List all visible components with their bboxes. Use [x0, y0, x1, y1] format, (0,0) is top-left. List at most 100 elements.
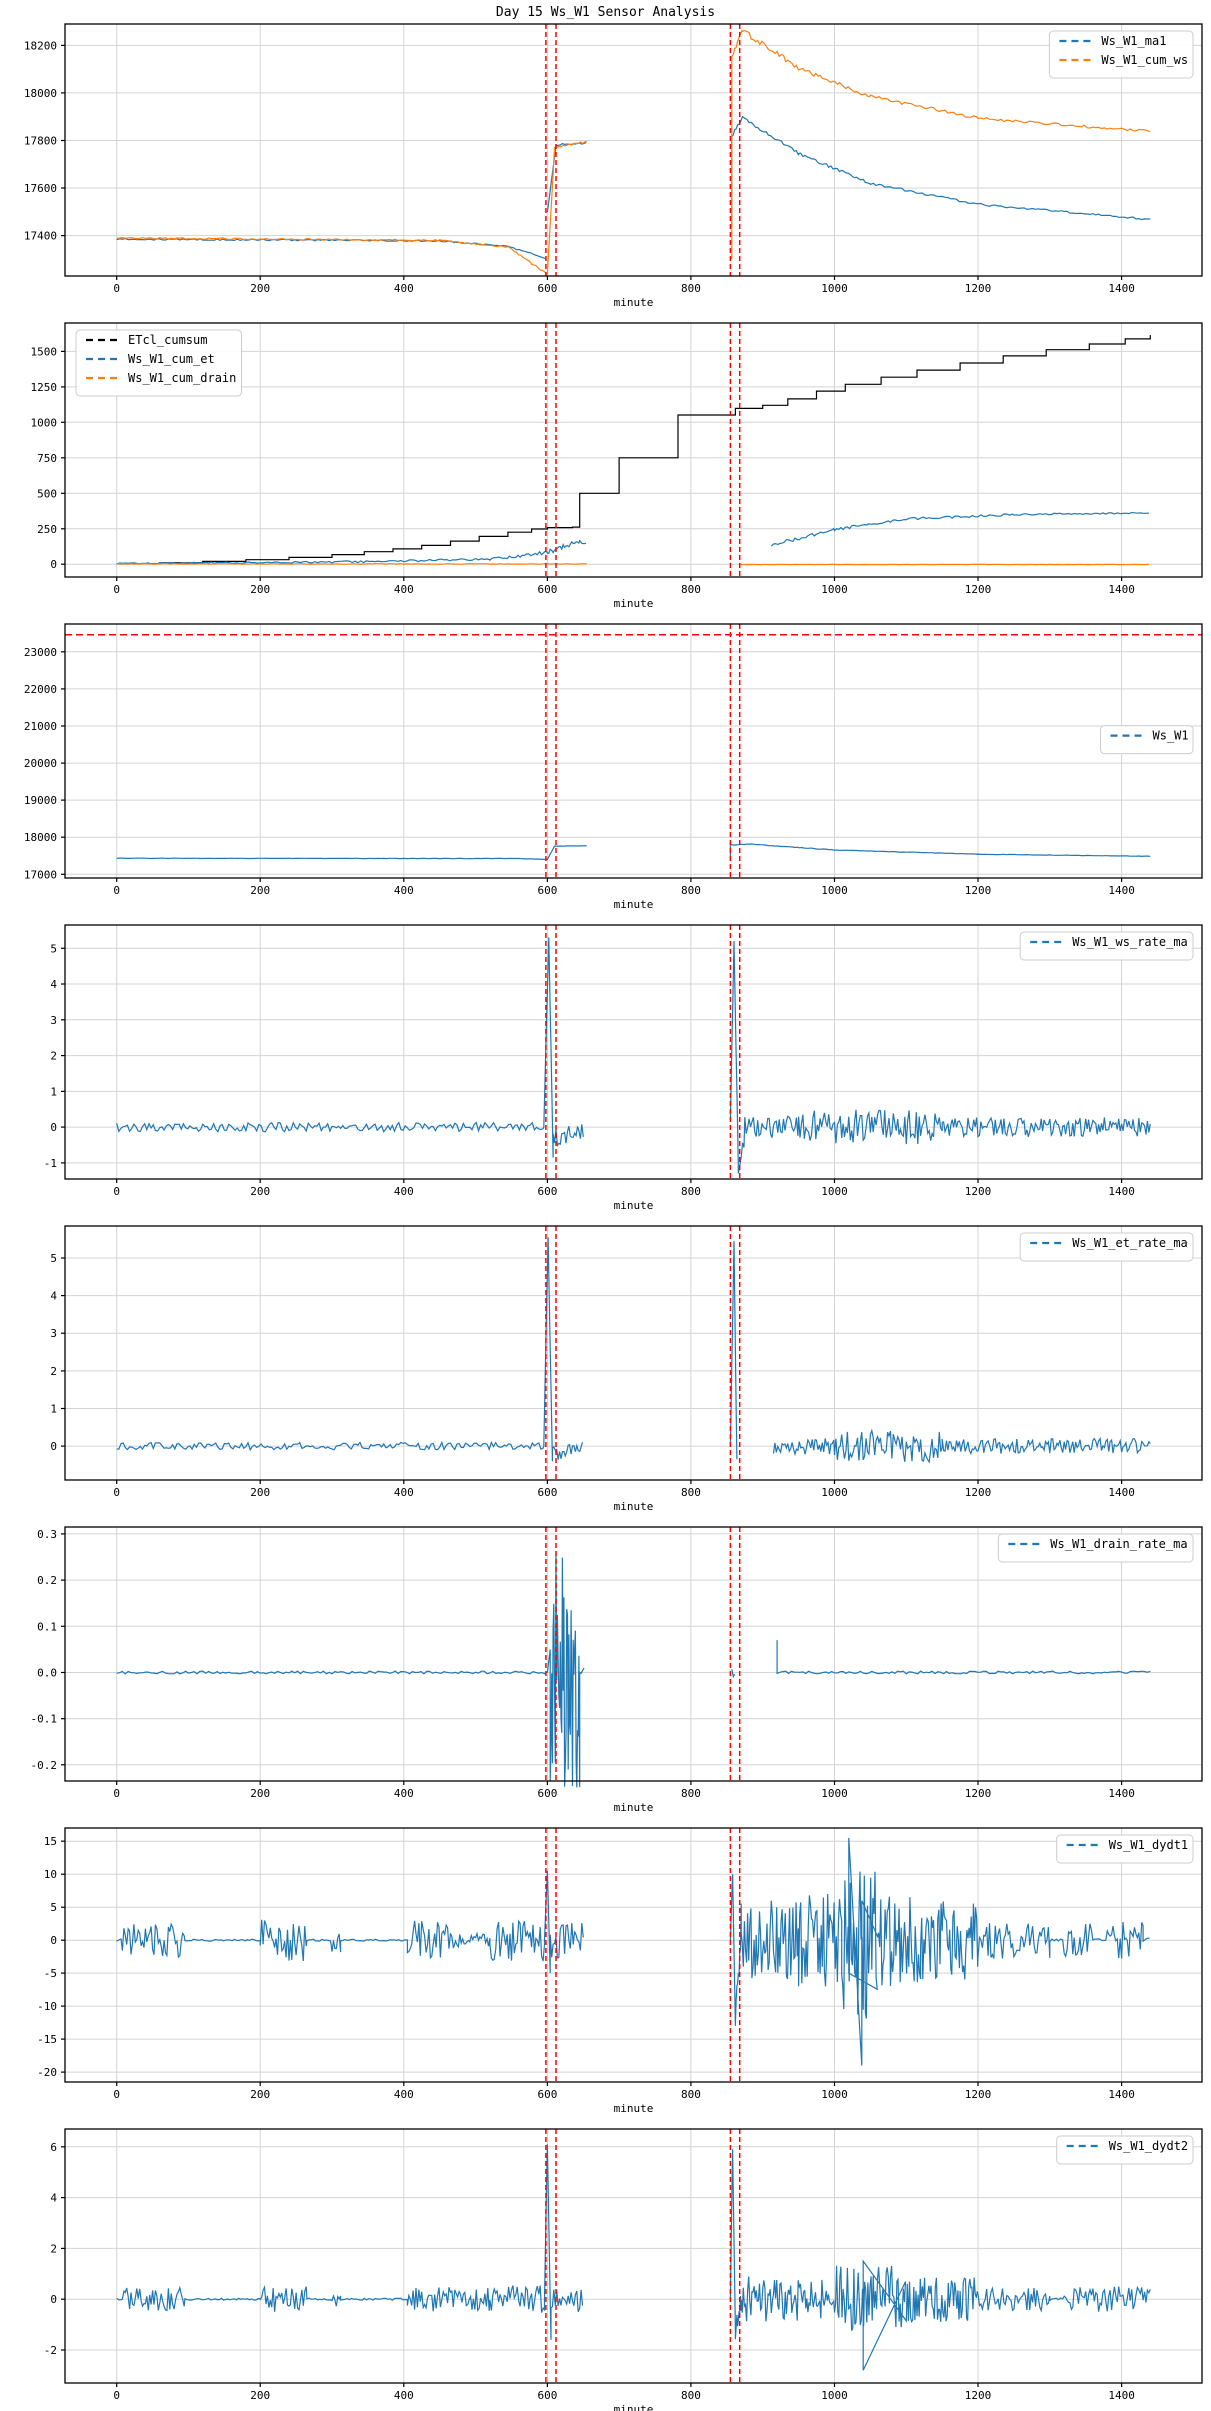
svg-text:17800: 17800: [24, 135, 57, 148]
x-axis: 0 200 400 600 800 1000 1200 1400 minute: [113, 878, 1135, 911]
legend-label: Ws_W1_dydt2: [1109, 2139, 1188, 2153]
x-axis: 0 200 400 600 800 1000 1200 1400 minute: [113, 2383, 1135, 2411]
svg-text:0: 0: [113, 1787, 120, 1800]
svg-text:200: 200: [250, 1486, 270, 1499]
svg-text:18200: 18200: [24, 39, 57, 52]
svg-text:19000: 19000: [24, 794, 57, 807]
gridlines: [65, 1226, 1202, 1480]
svg-text:1200: 1200: [965, 1787, 992, 1800]
x-axis: 0 200 400 600 800 1000 1200 1400 minute: [113, 1179, 1135, 1212]
svg-text:3: 3: [50, 1014, 57, 1027]
svg-text:600: 600: [537, 2389, 557, 2402]
svg-text:-0.1: -0.1: [31, 1713, 58, 1726]
svg-text:1400: 1400: [1108, 1185, 1135, 1198]
svg-text:800: 800: [681, 2389, 701, 2402]
svg-text:18000: 18000: [24, 87, 57, 100]
y-axis: -20 -15 -10 -5 0 5 10 15: [37, 1835, 65, 2079]
svg-text:800: 800: [681, 884, 701, 897]
svg-text:0: 0: [50, 1121, 57, 1134]
svg-text:800: 800: [681, 1787, 701, 1800]
svg-text:0: 0: [113, 583, 120, 596]
event-lines: [545, 925, 741, 1179]
y-axis: 17000 18000 19000 20000 21000 22000 23000: [24, 646, 65, 881]
svg-text:1: 1: [50, 1085, 57, 1098]
subplot-drain-rate-ma: 0 200 400 600 800 1000 1200 1400 minute -0.2 -0.1 0…: [0, 1505, 1211, 1814]
svg-text:1000: 1000: [821, 884, 848, 897]
svg-text:minute: minute: [614, 898, 654, 911]
svg-text:23000: 23000: [24, 646, 57, 659]
event-lines: [545, 323, 741, 577]
axes-frame: [64, 1526, 1203, 1782]
series-Ws_W1_cum_drain: [116, 563, 1149, 566]
svg-text:2: 2: [50, 1050, 57, 1063]
svg-text:800: 800: [681, 1486, 701, 1499]
axes-frame: [64, 1225, 1203, 1481]
svg-text:800: 800: [681, 282, 701, 295]
svg-text:0.0: 0.0: [37, 1667, 57, 1680]
series-Ws_W1_ws_rate_ma: [116, 937, 1151, 1174]
svg-text:600: 600: [537, 1787, 557, 1800]
svg-text:1400: 1400: [1108, 2088, 1135, 2101]
x-axis: 0 200 400 600 800 1000 1200 1400 minute: [113, 1480, 1135, 1513]
svg-text:800: 800: [681, 2088, 701, 2101]
svg-text:minute: minute: [614, 1500, 654, 1513]
svg-text:200: 200: [250, 282, 270, 295]
legend-label: Ws_W1_cum_et: [128, 352, 215, 366]
svg-text:1400: 1400: [1108, 2389, 1135, 2402]
svg-text:22000: 22000: [24, 683, 57, 696]
svg-text:0: 0: [113, 2088, 120, 2101]
svg-text:5: 5: [50, 1252, 57, 1265]
subplot-dydt2: 0 200 400 600 800 1000 1200 1400 minute -2 0 2 4 6 Ws_…: [0, 2107, 1211, 2411]
svg-text:minute: minute: [614, 1199, 654, 1212]
svg-text:-0.2: -0.2: [31, 1759, 58, 1772]
svg-text:250: 250: [37, 523, 57, 536]
svg-text:3: 3: [50, 1327, 57, 1340]
svg-text:-15: -15: [37, 2033, 57, 2046]
svg-text:1400: 1400: [1108, 884, 1135, 897]
x-axis: 0 200 400 600 800 1000 1200 1400 minute: [113, 577, 1135, 610]
svg-text:200: 200: [250, 1185, 270, 1198]
gridlines: [65, 925, 1202, 1179]
svg-text:600: 600: [537, 2088, 557, 2101]
svg-text:1000: 1000: [821, 583, 848, 596]
svg-text:4: 4: [50, 2192, 57, 2205]
svg-text:17000: 17000: [24, 868, 57, 881]
gridlines: [65, 1828, 1202, 2082]
svg-text:10: 10: [44, 1868, 57, 1881]
y-axis: -2 0 2 4 6: [44, 2141, 65, 2357]
legend: Ws_W1_et_rate_ma: [1019, 1232, 1194, 1262]
drain-rate-panel: 0 200 400 600 800 1000 1200 1400 minute -0.2 -0.1 0…: [31, 1526, 1203, 1814]
svg-text:400: 400: [394, 1185, 414, 1198]
legend-label: ETcl_cumsum: [128, 333, 207, 347]
y-axis: 0 250 500 750 1000 1250 1500: [31, 345, 65, 571]
gridlines: [65, 624, 1202, 878]
series-Ws_W1_dydt1: [116, 1837, 1150, 2066]
svg-text:1400: 1400: [1108, 282, 1135, 295]
svg-text:1000: 1000: [821, 2389, 848, 2402]
svg-text:1200: 1200: [965, 1185, 992, 1198]
svg-text:1200: 1200: [965, 583, 992, 596]
svg-text:500: 500: [37, 487, 57, 500]
legend-label: Ws_W1_cum_drain: [128, 371, 236, 385]
svg-text:0: 0: [113, 884, 120, 897]
svg-text:17400: 17400: [24, 230, 57, 243]
x-axis: 0 200 400 600 800 1000 1200 1400 minute: [113, 2082, 1135, 2115]
svg-text:1500: 1500: [31, 345, 58, 358]
axes-frame: [64, 623, 1203, 879]
svg-text:5: 5: [50, 1901, 57, 1914]
svg-text:600: 600: [537, 1486, 557, 1499]
svg-text:400: 400: [394, 583, 414, 596]
axes-frame: [64, 322, 1203, 578]
svg-text:2: 2: [50, 2242, 57, 2255]
svg-text:4: 4: [50, 1290, 57, 1303]
svg-text:200: 200: [250, 884, 270, 897]
svg-text:1: 1: [50, 1403, 57, 1416]
legend: ETcl_cumsum Ws_W1_cum_et Ws_W1_cum_drain: [75, 329, 242, 397]
svg-text:200: 200: [250, 1787, 270, 1800]
axes-frame: [64, 1827, 1203, 2083]
legend-label: Ws_W1_ws_rate_ma: [1072, 935, 1188, 949]
event-lines: [545, 1226, 741, 1480]
svg-text:1000: 1000: [821, 1185, 848, 1198]
svg-text:6: 6: [50, 2141, 57, 2154]
